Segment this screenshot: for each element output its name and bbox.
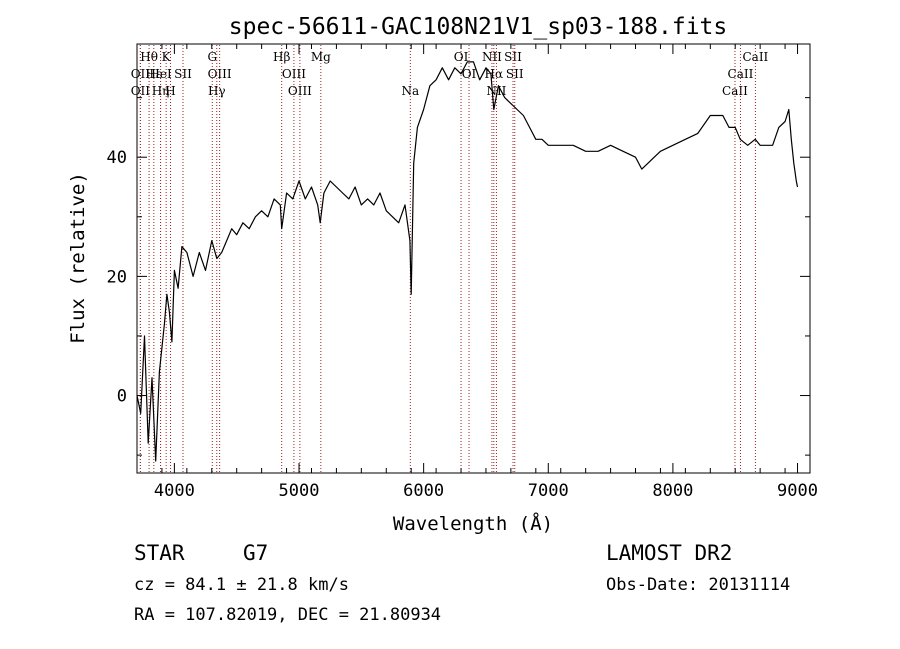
survey-name: LAMOST DR2 (606, 541, 732, 565)
plot-frame (136, 43, 811, 474)
spectral-line-label: Hβ (273, 50, 290, 64)
redshift-text: cz = 84.1 ± 21.8 km/s (134, 575, 349, 595)
x-tick-label: 5000 (279, 481, 320, 501)
x-tick-label: 8000 (652, 481, 693, 501)
y-tick-label: 40 (107, 148, 127, 168)
spectrum-line (136, 61, 799, 462)
spectral-line-label: OI (454, 50, 469, 64)
spectral-line-label: SII (504, 50, 522, 64)
x-tick-label: 4000 (154, 481, 195, 501)
spectral-line-label: OII (131, 67, 151, 81)
spectral-line-label: CaII (742, 50, 768, 64)
axis-ticks: 4000 5000 6000 7000 8000 9000 0 20 40 (107, 44, 818, 501)
spectral-line-label: K (162, 50, 172, 64)
spectral-line-label: Hγ (208, 84, 226, 98)
spectral-line-label: NII (482, 50, 502, 64)
x-tick-label: 7000 (528, 481, 569, 501)
chart-title: spec-56611-GAC108N21V1_sp03-188.fits (229, 14, 728, 40)
observation-date: Obs-Date: 20131114 (606, 575, 790, 595)
spectral-line-markers: HθHεKHOIIOIIHeIHηSIIGOIIIHγHβOIIIOIIIMgN… (131, 45, 769, 472)
spectral-line-label: H (165, 84, 175, 98)
x-tick-label: 6000 (403, 481, 444, 501)
spectral-line-label: CaII (728, 67, 754, 81)
y-tick-label: 0 (117, 387, 127, 407)
spectral-line-label: CaII (722, 84, 748, 98)
spectral-line-label: OI (462, 67, 477, 81)
spectral-line-label: OIII (282, 67, 306, 81)
y-tick-label: 20 (107, 267, 127, 287)
x-tick-label: 9000 (777, 481, 818, 501)
object-class: STAR (134, 541, 185, 565)
spectral-line-label: G (207, 50, 217, 64)
spectral-line-label: OII (131, 84, 151, 98)
spectral-line-label: Mg (311, 50, 331, 64)
spectral-line-label: Hα (485, 67, 504, 81)
spectral-line-label: OIII (288, 84, 312, 98)
spectral-line-label: Hε (145, 67, 162, 81)
spectral-line-label: Na (401, 84, 419, 98)
spectral-line-label: SII (174, 67, 192, 81)
x-axis-label: Wavelength (Å) (393, 512, 553, 535)
spectrum-series (136, 61, 799, 462)
spectral-line-label: HeI (149, 67, 172, 81)
spectral-line-label: Hη (152, 84, 170, 98)
object-subclass: G7 (243, 541, 268, 565)
spectral-line-label: Hθ (140, 50, 158, 64)
spectral-line-label: SII (506, 67, 524, 81)
y-axis-label: Flux (relative) (67, 172, 89, 344)
spectral-line-label: OIII (208, 67, 232, 81)
coordinates-text: RA = 107.82019, DEC = 21.80934 (134, 605, 441, 625)
